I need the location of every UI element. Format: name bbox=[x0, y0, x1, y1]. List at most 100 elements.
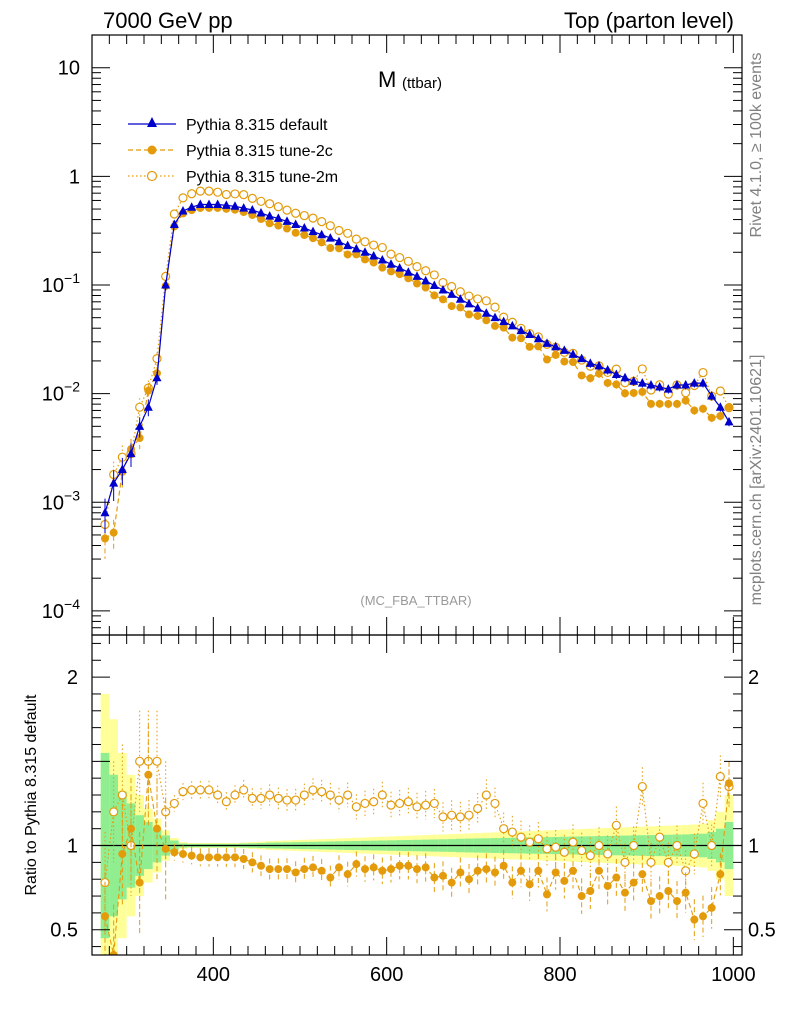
tune-2c-ratio-point bbox=[655, 892, 664, 901]
default-point bbox=[698, 378, 708, 387]
default-point bbox=[438, 284, 448, 294]
tune-2m-ratio-point bbox=[464, 810, 474, 820]
y-tick-exponent: −3 bbox=[64, 487, 80, 503]
tune-2m-point bbox=[204, 186, 214, 196]
tune-2m-point bbox=[178, 193, 188, 203]
tune-2c-ratio-point bbox=[187, 851, 196, 860]
default-point bbox=[100, 507, 110, 517]
tune-2c-ratio-point bbox=[274, 865, 283, 874]
default-point bbox=[204, 199, 214, 209]
tune-2c-ratio-point bbox=[309, 863, 317, 872]
y-tick-label: 10−1 bbox=[42, 270, 80, 297]
default-point bbox=[412, 271, 422, 280]
tune-2m-ratio-point bbox=[629, 840, 639, 851]
tune-2c-ratio-point bbox=[638, 870, 647, 879]
tune-2m-point bbox=[256, 196, 266, 206]
default-point bbox=[247, 204, 257, 214]
tune-2m-ratio-point bbox=[516, 832, 526, 842]
default-point bbox=[421, 275, 431, 285]
tune-2m-point bbox=[334, 225, 344, 236]
tune-2m-ratio-point bbox=[490, 798, 500, 809]
default-point bbox=[213, 199, 223, 209]
tune-2c-point bbox=[673, 399, 681, 408]
tune-2c-point bbox=[326, 244, 335, 253]
tune-2m-point bbox=[282, 205, 292, 215]
tune-2m-ratio-point bbox=[403, 797, 413, 807]
observable-subtitle: (ttbar) bbox=[402, 75, 442, 92]
tune-2m-point bbox=[317, 217, 327, 227]
default-point bbox=[265, 211, 275, 220]
tune-2c-ratio-point bbox=[335, 863, 343, 872]
default-point bbox=[334, 236, 344, 246]
ratio-y-axis-label: Ratio to Pythia 8.315 default bbox=[23, 694, 40, 896]
tune-2m-point bbox=[343, 228, 353, 238]
tune-2c-ratio-point bbox=[387, 865, 395, 874]
tune-2c-ratio-point bbox=[612, 873, 621, 882]
tune-2c-ratio-point bbox=[716, 870, 725, 879]
tune-2m-ratio-point bbox=[585, 851, 595, 861]
tune-2m-ratio-point bbox=[447, 810, 457, 820]
tune-2c-ratio-point bbox=[257, 861, 265, 870]
tune-2m-ratio-point bbox=[551, 842, 561, 852]
default-point bbox=[447, 289, 457, 298]
tune-2c-point bbox=[404, 274, 413, 283]
tune-2c-ratio-point bbox=[404, 861, 413, 870]
tune-2c-ratio-point bbox=[456, 868, 465, 877]
default-line bbox=[104, 203, 730, 513]
tune-2m-ratio-point bbox=[317, 787, 327, 797]
tune-2m-ratio-point bbox=[343, 790, 353, 800]
tune-2c-ratio-point bbox=[395, 861, 404, 870]
tune-2c-point bbox=[647, 399, 655, 408]
default-point bbox=[317, 229, 327, 239]
default-point bbox=[386, 259, 396, 268]
tune-2m-ratio-point bbox=[507, 827, 517, 837]
tune-2m-point bbox=[265, 199, 275, 209]
default-point bbox=[499, 316, 509, 326]
tune-2m-point bbox=[273, 202, 283, 212]
rivet-version-label: Rivet 4.1.0, ≥ 100k events bbox=[748, 53, 765, 238]
tune-2m-ratio-point bbox=[117, 790, 127, 800]
default-point bbox=[577, 353, 587, 363]
tune-2m-line bbox=[104, 190, 730, 525]
tune-2m-point bbox=[213, 187, 223, 197]
tune-2m-ratio-point bbox=[421, 800, 431, 810]
default-point bbox=[542, 338, 552, 347]
tune-2c-point bbox=[465, 310, 473, 319]
tune-2c-ratio-point bbox=[326, 873, 335, 882]
default-point bbox=[273, 213, 283, 222]
tune-2m-ratio-point bbox=[655, 832, 665, 842]
tune-2c-point bbox=[664, 399, 673, 408]
tune-2m-ratio-point bbox=[646, 857, 656, 867]
default-point bbox=[611, 369, 621, 378]
tune-2m-ratio-point bbox=[637, 781, 647, 792]
tune-2m-point bbox=[152, 354, 162, 364]
default-point bbox=[689, 378, 699, 387]
tune-2c-ratio-point bbox=[595, 866, 603, 875]
tune-2c-point bbox=[456, 303, 465, 312]
tune-2c-point bbox=[265, 219, 274, 228]
default-point bbox=[291, 219, 301, 229]
tune-2c-ratio-point bbox=[413, 865, 421, 874]
tune-2c-point bbox=[690, 406, 699, 415]
tune-2m-point bbox=[447, 281, 457, 292]
tune-2m-point bbox=[291, 208, 301, 218]
default-point bbox=[429, 280, 439, 289]
default-point bbox=[126, 448, 136, 458]
tune-2c-ratio-point bbox=[586, 887, 595, 895]
default-point bbox=[256, 207, 266, 217]
tune-2c-point bbox=[300, 231, 309, 240]
default-point bbox=[143, 402, 153, 411]
default-point bbox=[169, 219, 179, 229]
tune-2c-ratio-point bbox=[629, 878, 638, 887]
tune-2m-ratio-point bbox=[109, 807, 119, 817]
ratio-plot-panel: 400 600 800 1000 2 2 1 1 0.5 0.5 Ratio to Pythia … bbox=[23, 634, 776, 986]
tune-2m-ratio-point bbox=[334, 795, 344, 805]
tune-2m-ratio-point bbox=[620, 857, 630, 867]
x-tick-label: 600 bbox=[370, 964, 403, 986]
tune-2c-point bbox=[517, 334, 525, 343]
tune-2c-ratio-point bbox=[577, 892, 586, 901]
tune-2m-ratio-point bbox=[499, 824, 509, 834]
tune-2m-ratio-point bbox=[204, 785, 214, 795]
tune-2c-ratio-point bbox=[430, 873, 439, 882]
x-tick-label: 400 bbox=[197, 964, 230, 986]
